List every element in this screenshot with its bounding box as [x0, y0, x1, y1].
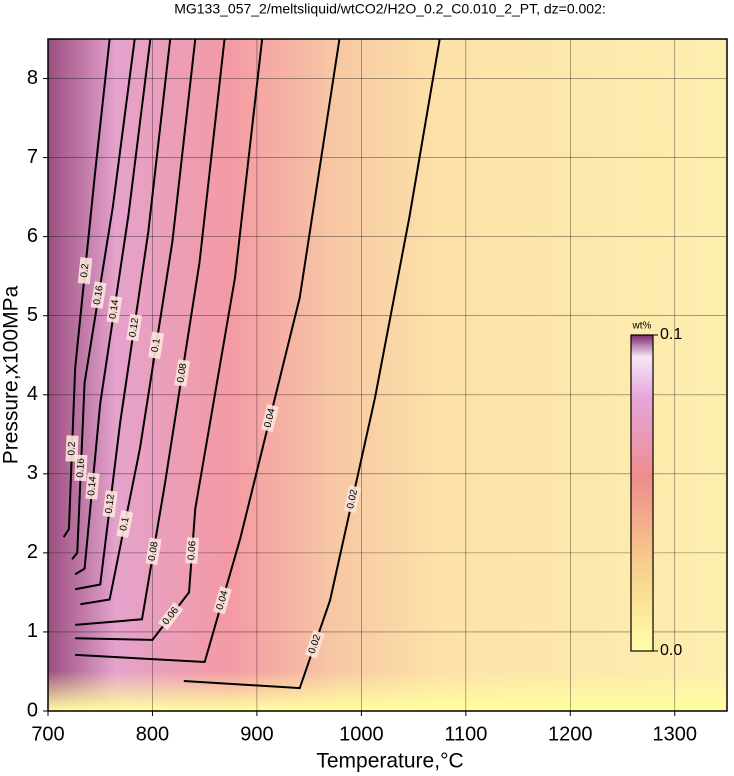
y-tick-label: 6 [27, 225, 38, 247]
contour-label: 0.08 [145, 537, 162, 566]
y-tick-label: 3 [27, 462, 38, 484]
contour-label-bg [90, 281, 107, 309]
contour-label-bg [77, 257, 93, 285]
contour-label-text: 0.08 [175, 362, 189, 383]
y-tick-label: 7 [27, 146, 38, 168]
contour-label-bg [145, 537, 162, 566]
contour-label: 0.1 [116, 510, 134, 538]
contour-label: 0.06 [185, 537, 200, 564]
chart-title: MG133_057_2/meltsliquid/wtCO2/H2O_0.2_C0… [174, 1, 606, 17]
contour-label-text: 0.1 [150, 337, 163, 353]
contour-label: 0.08 [174, 359, 191, 387]
contour-label-text: 0.2 [79, 263, 91, 278]
contour-label: 0.02 [304, 629, 325, 659]
contour-label-text: 0.12 [127, 317, 141, 338]
y-tick-label: 1 [27, 620, 38, 642]
x-tick-label: 800 [136, 723, 169, 745]
plot-area: 0.020.020.040.040.060.060.080.080.10.10.… [47, 38, 727, 712]
colorbar-label: wt% [632, 321, 652, 332]
contour-label-bg [85, 472, 100, 500]
contour-label: 0.04 [261, 404, 279, 433]
contour-label-bg [106, 295, 123, 324]
contour-label-text: 0.16 [75, 458, 87, 478]
y-axis-label: Pressure,x100MPa [0, 285, 23, 464]
x-tick-label: 1200 [548, 723, 593, 745]
contour-label-text: 0.14 [108, 299, 122, 320]
contour-label-text: 0.04 [262, 407, 277, 429]
y-tick-label: 4 [27, 383, 38, 405]
contour-label-bg [185, 537, 200, 564]
contour-label-text: 0.2 [66, 441, 78, 456]
colorbar [630, 334, 654, 652]
contour-label: 0.14 [85, 472, 100, 500]
y-tick-label: 2 [27, 541, 38, 563]
contour-label-bg [304, 629, 325, 659]
contour-label-text: 0.08 [147, 540, 161, 561]
contour-label-bg [126, 313, 143, 342]
x-tick-label: 900 [240, 723, 273, 745]
contour-line [74, 38, 172, 591]
contour-line [74, 38, 152, 576]
x-axis-label: Temperature,°C [316, 750, 463, 773]
plot-frame [47, 38, 728, 712]
x-tick-label: 1100 [444, 723, 487, 745]
contour-label-text: 0.1 [118, 516, 132, 532]
contour-label-bg [102, 490, 118, 518]
x-tick-label: 1000 [339, 723, 384, 745]
contour-label-bg [65, 435, 79, 462]
x-tick-label: 700 [31, 723, 64, 745]
contour-label: 0.2 [65, 435, 79, 462]
contour-label: 0.14 [106, 295, 123, 324]
contour-label-text: 0.16 [92, 284, 106, 305]
contour-line [80, 38, 197, 606]
contour-line [62, 38, 111, 538]
contour-label: 0.02 [343, 485, 362, 514]
contour-label: 0.12 [126, 313, 143, 342]
contour-label-bg [158, 602, 184, 631]
contour-label: 0.16 [74, 454, 88, 482]
contour-label-bg [261, 404, 279, 433]
contour-label-bg [74, 454, 88, 482]
contour-label-bg [343, 485, 362, 514]
contour-line [75, 38, 226, 626]
contour-label-text: 0.04 [215, 589, 231, 611]
contour-label-bg [174, 359, 191, 387]
x-tick-label: 1300 [653, 723, 698, 745]
contour-label: 0.1 [148, 331, 165, 360]
contour-label-text: 0.02 [345, 488, 360, 510]
contour-label-text: 0.12 [104, 493, 117, 514]
field-low [48, 671, 727, 711]
contour-label: 0.2 [77, 257, 93, 285]
contour-label-text: 0.06 [186, 540, 198, 561]
contour-label-bg [148, 331, 165, 360]
contour-label-bg [213, 586, 232, 615]
contour-label: 0.16 [90, 281, 107, 309]
colorbar-tick-label: 0.0 [660, 642, 682, 659]
contour-label: 0.04 [213, 586, 232, 615]
y-tick-label: 5 [27, 304, 38, 326]
field [48, 39, 727, 711]
contour-line [71, 38, 136, 560]
contour-line [75, 38, 341, 664]
y-tick-label: 0 [27, 699, 38, 721]
colorbar-tick-label: 0.1 [660, 326, 682, 343]
y-tick-label: 8 [27, 67, 38, 89]
contour-label-text: 0.14 [86, 475, 99, 496]
contour-label-bg [116, 510, 134, 538]
contour-label: 0.12 [102, 490, 118, 518]
